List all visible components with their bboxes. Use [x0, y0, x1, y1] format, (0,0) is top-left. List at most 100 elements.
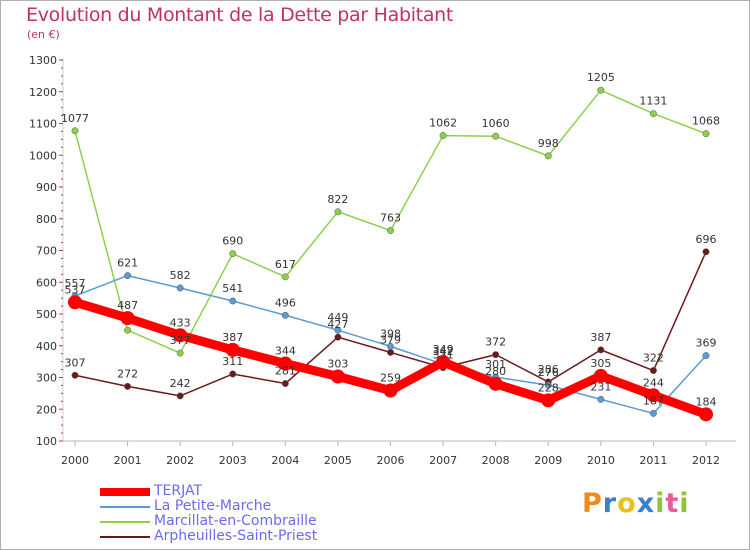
data-point-la-petite-marche — [387, 342, 394, 350]
x-tick-label: 2006 — [377, 454, 405, 467]
data-label-terjat: 305 — [590, 357, 611, 370]
data-point-arpheuilles-saint-priest — [334, 333, 342, 341]
data-point-terjat — [699, 407, 713, 422]
data-label-arpheuilles-saint-priest: 427 — [327, 318, 348, 331]
legend-item-marcillat-en-combraille: Marcillat-en-Combraille — [100, 514, 317, 529]
chart-subtitle: (en €) — [27, 28, 60, 41]
data-point-la-petite-marche — [124, 272, 132, 280]
data-label-terjat: 349 — [433, 343, 454, 356]
logo-letter: o — [617, 488, 637, 519]
data-label-marcillat-en-combraille: 1062 — [429, 117, 457, 130]
data-point-arpheuilles-saint-priest — [229, 370, 237, 378]
data-label-la-petite-marche: 342 — [433, 345, 454, 358]
data-point-terjat — [225, 342, 240, 357]
x-tick-label: 2007 — [429, 454, 457, 467]
x-tick-label: 2001 — [114, 454, 142, 467]
data-label-marcillat-en-combraille: 690 — [222, 235, 243, 248]
y-tick-label: 700 — [36, 245, 57, 258]
legend-swatch-la-petite-marche — [100, 505, 150, 508]
data-label-arpheuilles-saint-priest: 696 — [696, 233, 717, 246]
data-point-terjat — [488, 376, 503, 391]
proxiti-logo: Proxiti — [582, 488, 690, 519]
data-point-arpheuilles-saint-priest — [702, 248, 710, 256]
data-point-terjat — [120, 311, 135, 326]
data-point-arpheuilles-saint-priest — [649, 367, 657, 374]
legend-swatch-marcillat-en-combraille — [100, 520, 150, 523]
y-tick-label: 1000 — [29, 149, 57, 162]
data-point-terjat — [383, 383, 398, 398]
data-point-la-petite-marche — [597, 395, 605, 403]
data-label-terjat: 280 — [485, 365, 506, 378]
data-label-terjat: 184 — [696, 395, 717, 408]
data-point-arpheuilles-saint-priest — [71, 371, 79, 379]
data-label-terjat: 433 — [170, 316, 191, 329]
data-point-marcillat-en-combraille — [492, 132, 500, 140]
x-tick-label: 2005 — [324, 454, 352, 467]
data-point-terjat — [646, 388, 661, 403]
data-label-arpheuilles-saint-priest: 322 — [643, 352, 664, 365]
data-point-arpheuilles-saint-priest — [176, 392, 184, 400]
data-point-terjat — [541, 393, 556, 408]
x-tick-label: 2008 — [482, 454, 510, 467]
data-point-la-petite-marche — [649, 409, 657, 417]
legend-item-la-petite-marche: La Petite-Marche — [100, 499, 317, 514]
y-tick-label: 400 — [36, 340, 57, 353]
data-label-arpheuilles-saint-priest: 286 — [538, 363, 559, 376]
data-label-arpheuilles-saint-priest: 331 — [433, 349, 454, 362]
data-point-la-petite-marche — [702, 352, 710, 360]
data-point-la-petite-marche — [544, 381, 552, 389]
data-point-la-petite-marche — [176, 284, 184, 292]
legend-item-arpheuilles-saint-priest: Arpheuilles-Saint-Priest — [100, 529, 317, 544]
data-point-arpheuilles-saint-priest — [281, 380, 289, 387]
data-point-la-petite-marche — [229, 297, 237, 305]
data-point-arpheuilles-saint-priest — [387, 348, 394, 356]
data-point-marcillat-en-combraille — [702, 130, 710, 138]
data-point-la-petite-marche — [334, 326, 342, 334]
data-label-arpheuilles-saint-priest: 311 — [222, 355, 243, 368]
data-label-la-petite-marche: 398 — [380, 327, 401, 340]
logo-letter: i — [655, 488, 666, 519]
data-label-marcillat-en-combraille: 1060 — [482, 117, 510, 130]
data-point-arpheuilles-saint-priest — [492, 351, 500, 359]
data-label-la-petite-marche: 276 — [538, 366, 559, 379]
data-label-marcillat-en-combraille: 617 — [275, 258, 296, 271]
data-label-marcillat-en-combraille: 998 — [538, 137, 559, 150]
data-label-marcillat-en-combraille: 1205 — [587, 71, 615, 84]
data-label-marcillat-en-combraille: 1077 — [61, 112, 89, 125]
x-tick-label: 2002 — [166, 454, 194, 467]
x-tick-label: 2003 — [219, 454, 247, 467]
chart-title: Evolution du Montant de la Dette par Hab… — [26, 4, 454, 26]
data-label-terjat: 487 — [117, 299, 138, 312]
logo-letter: i — [679, 488, 690, 519]
data-label-la-petite-marche: 621 — [117, 257, 138, 270]
y-tick-label: 900 — [36, 181, 57, 194]
data-point-terjat — [436, 354, 451, 369]
data-label-terjat: 303 — [327, 358, 348, 371]
data-label-marcillat-en-combraille: 1131 — [639, 95, 667, 108]
legend-label-terjat: TERJAT — [154, 483, 203, 499]
data-point-marcillat-en-combraille — [281, 273, 289, 281]
data-point-terjat — [173, 328, 188, 343]
data-label-marcillat-en-combraille: 822 — [327, 193, 348, 206]
y-tick-label: 1100 — [29, 118, 57, 131]
y-tick-label: 800 — [36, 213, 57, 226]
y-tick-label: 200 — [36, 403, 57, 416]
data-label-la-petite-marche: 301 — [485, 358, 506, 371]
legend-swatch-terjat — [100, 487, 150, 496]
data-label-terjat: 344 — [275, 345, 296, 358]
data-label-arpheuilles-saint-priest: 307 — [65, 356, 86, 369]
data-label-terjat: 228 — [538, 381, 559, 394]
data-point-marcillat-en-combraille — [124, 326, 132, 334]
legend-item-terjat: TERJAT — [100, 484, 317, 499]
data-point-marcillat-en-combraille — [387, 227, 394, 234]
y-tick-label: 600 — [36, 276, 57, 289]
data-label-la-petite-marche: 449 — [327, 311, 348, 324]
data-point-marcillat-en-combraille — [597, 86, 605, 94]
data-label-la-petite-marche: 369 — [696, 337, 717, 350]
y-tick-label: 300 — [36, 372, 57, 385]
logo-letter: P — [582, 488, 603, 519]
x-tick-label: 2011 — [639, 454, 667, 467]
legend-label-marcillat-en-combraille: Marcillat-en-Combraille — [154, 513, 317, 529]
y-tick-label: 1200 — [29, 86, 57, 99]
data-label-arpheuilles-saint-priest: 281 — [275, 365, 296, 378]
